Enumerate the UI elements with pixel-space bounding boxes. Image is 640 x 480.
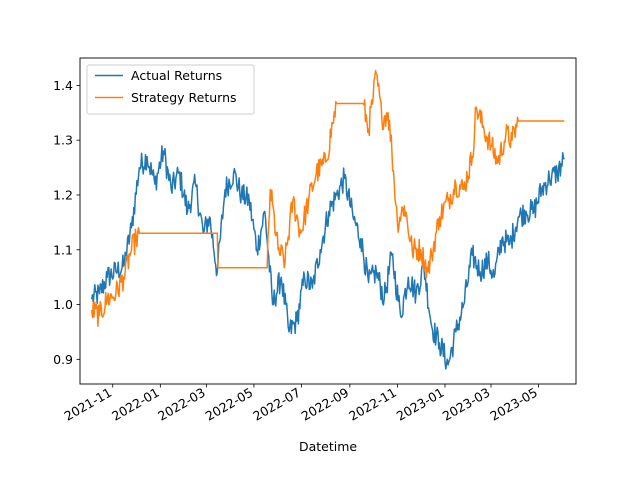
legend-label-actual-returns: Actual Returns (131, 68, 222, 83)
y-tick-label: 0.9 (53, 352, 73, 367)
y-tick-label: 1.2 (53, 187, 73, 202)
legend-box (86, 64, 255, 115)
plot-lines (90, 69, 565, 370)
y-axis-ticks: 0.9 1.0 1.1 1.2 1.3 1.4 (53, 78, 80, 367)
series-line-strategy-returns (90, 69, 565, 327)
legend-label-strategy-returns: Strategy Returns (131, 90, 237, 105)
y-tick-label: 1.4 (53, 78, 73, 93)
x-axis-label: Datetime (299, 439, 357, 454)
y-tick-label: 1.1 (53, 242, 73, 257)
legend: Actual Returns Strategy Returns (86, 64, 255, 115)
y-tick-label: 1.0 (53, 297, 73, 312)
series-line-actual-returns (90, 145, 565, 370)
plot-frame (79, 57, 577, 385)
y-tick-label: 1.3 (53, 133, 73, 148)
